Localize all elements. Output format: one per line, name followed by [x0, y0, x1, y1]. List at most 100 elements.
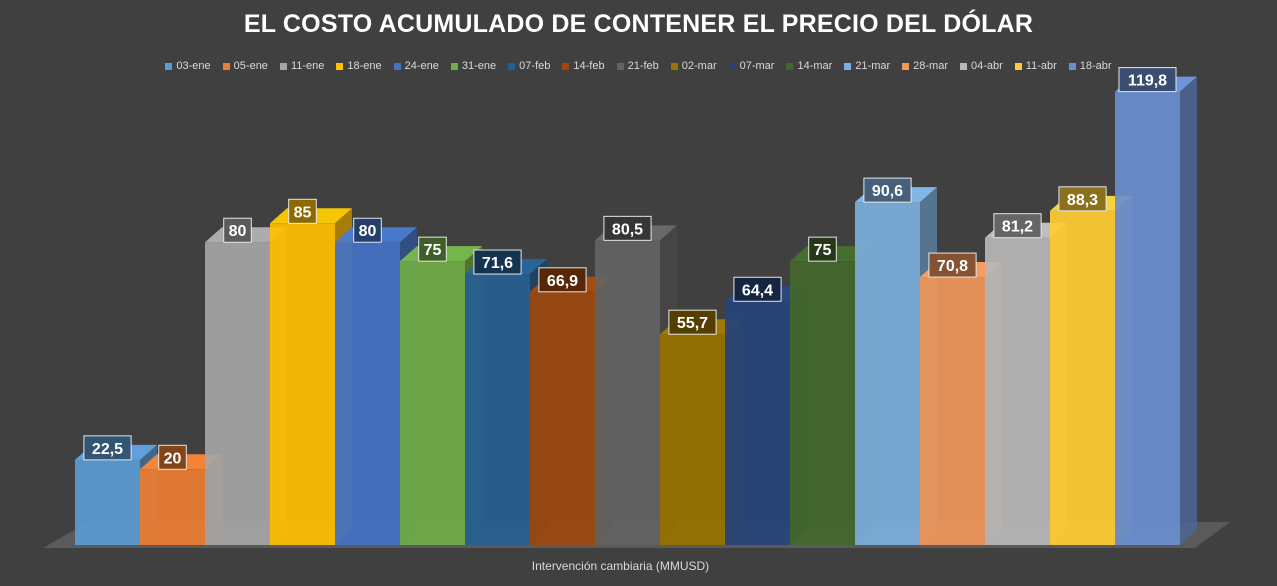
legend-item: 14-mar	[786, 60, 832, 72]
legend-swatch	[1068, 62, 1076, 70]
data-label: 75	[808, 236, 837, 262]
legend-item: 04-abr	[960, 60, 1003, 72]
data-label-text: 85	[294, 204, 312, 221]
data-label-box	[418, 236, 447, 262]
legend-swatch	[222, 62, 230, 70]
legend-label: 28-mar	[913, 60, 948, 72]
legend-swatch	[786, 62, 794, 70]
data-label-box	[603, 215, 652, 241]
bar-front	[855, 202, 920, 546]
data-label-text: 75	[424, 242, 442, 259]
data-label-box	[733, 276, 782, 302]
data-label: 20	[158, 444, 187, 470]
legend-swatch	[165, 62, 173, 70]
data-label-text: 88,3	[1067, 192, 1098, 209]
legend-label: 02-mar	[681, 60, 717, 72]
legend-item: 11-abr	[1014, 60, 1057, 72]
legend-item: 18-ene	[336, 60, 382, 72]
legend-label: 04-abr	[971, 60, 1003, 72]
legend-item: 14-feb	[562, 60, 605, 72]
legend-swatch	[1014, 62, 1022, 70]
bar-front	[985, 237, 1050, 546]
data-label: 119,8	[1118, 67, 1177, 93]
bar-18-abr	[1115, 76, 1197, 545]
chart-title: EL COSTO ACUMULADO DE CONTENER EL PRECIO…	[243, 10, 1034, 38]
legend-swatch	[960, 62, 967, 70]
data-label-box	[668, 309, 717, 335]
legend-item: 21-feb	[616, 60, 659, 72]
legend-item: 24-ene	[393, 60, 439, 72]
data-label-text: 75	[814, 242, 832, 259]
legend-label: 21-feb	[627, 60, 659, 72]
data-label: 55,7	[668, 309, 717, 335]
data-label-box	[928, 252, 977, 278]
legend-label: 11-abr	[1025, 60, 1057, 72]
data-label-text: 81,2	[1002, 219, 1033, 236]
data-label-box	[808, 236, 837, 262]
data-label: 80,5	[603, 215, 652, 241]
data-label-text: 80,5	[612, 221, 643, 238]
data-label-text: 70,8	[937, 258, 968, 275]
bar-front	[465, 274, 530, 545]
data-label-text: 20	[164, 450, 182, 467]
data-label-text: 55,7	[677, 315, 708, 332]
legend-swatch	[450, 62, 458, 70]
bar-front	[920, 277, 985, 545]
data-label: 80	[223, 217, 252, 243]
legend-swatch	[336, 62, 344, 70]
data-label: 70,8	[928, 252, 977, 278]
bar-front	[140, 469, 205, 545]
data-label: 81,2	[993, 213, 1042, 239]
legend-label: 21-mar	[855, 60, 891, 72]
legend-swatch	[728, 62, 736, 70]
data-label-text: 64,4	[742, 282, 773, 299]
data-label: 71,6	[473, 249, 522, 275]
legend-swatch	[393, 62, 401, 70]
bar-front	[660, 334, 725, 545]
legend-item: 31-ene	[450, 60, 496, 72]
data-label-box	[473, 249, 522, 275]
legend-swatch	[279, 62, 287, 70]
bar-front	[530, 291, 595, 545]
data-label: 66,9	[538, 267, 587, 293]
bar-side	[1180, 76, 1197, 545]
data-label: 22,5	[83, 435, 132, 461]
data-label-text: 90,6	[872, 183, 903, 200]
data-label-box	[223, 217, 252, 243]
bar-front	[725, 301, 790, 545]
legend-label: 11-ene	[290, 60, 325, 72]
bar-front	[790, 261, 855, 545]
bar-front	[270, 223, 335, 546]
chart-legend: 03-ene 05-ene 11-ene 18-ene 24-ene 31-ene 07-f…	[0, 58, 1277, 74]
bar-front	[1050, 210, 1115, 545]
bar-front	[205, 242, 270, 545]
data-label-text: 119,8	[1128, 73, 1167, 90]
legend-label: 24-ene	[404, 60, 439, 72]
bar-front	[75, 459, 140, 545]
data-label-box	[1118, 67, 1177, 93]
data-label-text: 71,6	[482, 255, 513, 272]
data-label-text: 80	[229, 223, 247, 240]
legend-label: 07-mar	[739, 60, 775, 72]
data-label-text: 22,5	[92, 441, 123, 458]
legend-item: 11-ene	[279, 60, 325, 72]
data-label-box	[353, 217, 382, 243]
legend-item: 03-ene	[165, 60, 211, 72]
bar-front	[400, 261, 465, 545]
data-label: 80	[353, 217, 382, 243]
bar-front	[335, 242, 400, 545]
data-label: 85	[288, 198, 317, 224]
legend-item: 02-mar	[670, 60, 717, 72]
legend-label: 14-mar	[797, 60, 833, 72]
data-label-text: 66,9	[547, 273, 578, 290]
data-label-box	[863, 177, 912, 203]
legend-label: 03-ene	[176, 60, 211, 72]
legend-label: 05-ene	[233, 60, 268, 72]
legend-label: 14-feb	[573, 60, 605, 72]
legend-swatch	[562, 62, 570, 70]
data-label-box	[993, 213, 1042, 239]
data-label: 75	[418, 236, 447, 262]
data-label-box	[1058, 186, 1107, 212]
